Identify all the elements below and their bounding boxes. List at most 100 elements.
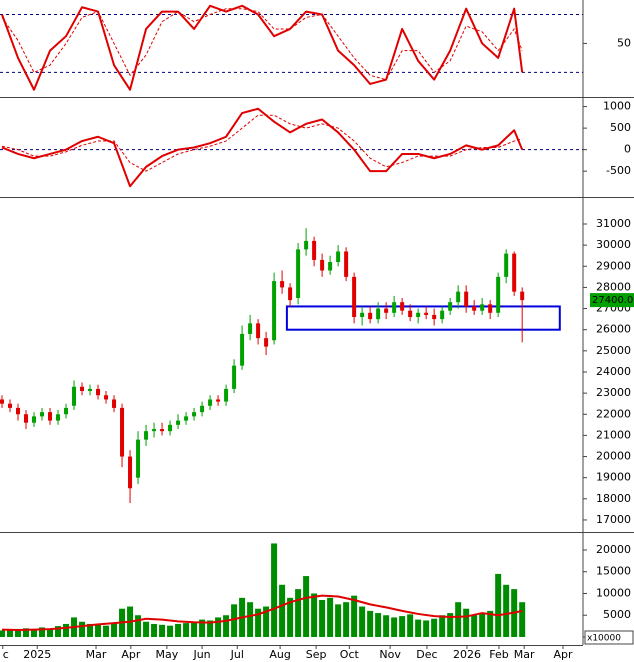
candle-body [104, 395, 109, 400]
candle-body [64, 407, 69, 415]
volume-bar [311, 593, 318, 637]
y-tick-label: 20000 [596, 450, 631, 463]
volume-bar [135, 615, 142, 637]
candle-body [344, 251, 349, 277]
x-tick-label: Oct [340, 648, 360, 661]
x-tick-label: 2026 [453, 648, 481, 661]
candle-body [144, 431, 149, 440]
candle-body [24, 414, 29, 423]
signal-line [1, 8, 523, 81]
volume-bar [383, 615, 390, 637]
candle-body [480, 304, 485, 311]
volume-bar [447, 613, 454, 637]
volume-bar [287, 597, 294, 637]
volume-bar [159, 624, 166, 637]
candle-body [520, 291, 525, 301]
candle-body [448, 302, 453, 311]
candle-body [328, 262, 333, 271]
volume-bar [503, 584, 510, 637]
volume-bar [0, 630, 6, 637]
x-tick-label: Apr [553, 648, 573, 661]
candle-body [160, 429, 165, 432]
candle-body [112, 399, 117, 408]
x-tick-label: Sep [306, 648, 327, 661]
volume-bar [39, 627, 46, 637]
volume-bar [47, 628, 54, 637]
volume-bar [279, 584, 286, 637]
y-tick-label: 30000 [596, 238, 631, 251]
volume-bar [319, 600, 326, 637]
signal-line [1, 114, 523, 172]
volume-average-line [1, 594, 523, 632]
volume-bar [231, 604, 238, 637]
volume-bar [367, 610, 374, 637]
candle-body [392, 302, 397, 313]
volume-bar [167, 625, 174, 637]
volume-bar [143, 621, 150, 637]
candle-body [208, 399, 213, 406]
candle-body [248, 323, 253, 334]
y-tick-label: 17000 [596, 513, 631, 526]
x-tick-label: Mar [86, 648, 107, 661]
candle-body [304, 240, 309, 250]
y-tick-label: 29000 [596, 259, 631, 272]
y-tick-label: 50 [617, 36, 631, 49]
volume-bar [415, 619, 422, 637]
candle-body [8, 403, 13, 408]
unit-label: x10000 [587, 634, 621, 644]
volume-bar [263, 606, 270, 637]
candle-body [352, 276, 357, 318]
candle-body [232, 365, 237, 389]
volume-bar [455, 602, 462, 637]
candle-body [384, 308, 389, 313]
candle-body [168, 424, 173, 432]
y-tick-label: 19000 [596, 471, 631, 484]
candle-body [272, 281, 277, 341]
y-tick-label: 28000 [596, 280, 631, 293]
x-tick-label: Dec [416, 648, 437, 661]
volume-bar [31, 629, 38, 637]
volume-bar [79, 621, 86, 637]
y-tick-label: 21000 [596, 428, 631, 441]
y-tick-label: 22000 [596, 407, 631, 420]
volume-bar [391, 617, 398, 637]
x-tick-label: Mar [514, 648, 535, 661]
volume-bar [151, 623, 158, 637]
y-tick-label: 15000 [596, 565, 631, 578]
volume-bar [479, 613, 486, 637]
x-tick-label: 2025 [23, 648, 51, 661]
y-tick-label: 25000 [596, 344, 631, 357]
volume-bar [303, 576, 310, 637]
candle-body [192, 412, 197, 417]
candle-body [152, 429, 157, 432]
volume-bar [487, 610, 494, 637]
candle-body [472, 306, 477, 311]
volume-bar [295, 589, 302, 637]
volume-bar [55, 626, 62, 637]
y-tick-label: 20000 [596, 543, 631, 556]
candle-body [336, 251, 341, 263]
unit-box [584, 630, 634, 645]
candle-body [184, 416, 189, 421]
candle-body [320, 259, 325, 271]
volume-bar [247, 602, 254, 637]
candle-body [128, 456, 133, 489]
candle-body [456, 291, 461, 303]
candle-body [72, 386, 77, 406]
y-tick-label: 1000 [603, 100, 631, 113]
y-tick-label: 24000 [596, 365, 631, 378]
last-price-label: 27400.00 [592, 295, 634, 306]
volume-bar [191, 621, 198, 637]
volume-bar [399, 616, 406, 637]
candle-body [96, 388, 101, 396]
volume-bar [215, 617, 222, 637]
volume-bar [199, 619, 206, 637]
candle-body [264, 338, 269, 347]
volume-bar [463, 608, 470, 637]
x-tick-label: Jun [192, 648, 210, 661]
highlight-zone [285, 305, 561, 331]
volume-bar [327, 597, 334, 637]
candle-body [288, 287, 293, 301]
indicator-line [1, 4, 524, 91]
